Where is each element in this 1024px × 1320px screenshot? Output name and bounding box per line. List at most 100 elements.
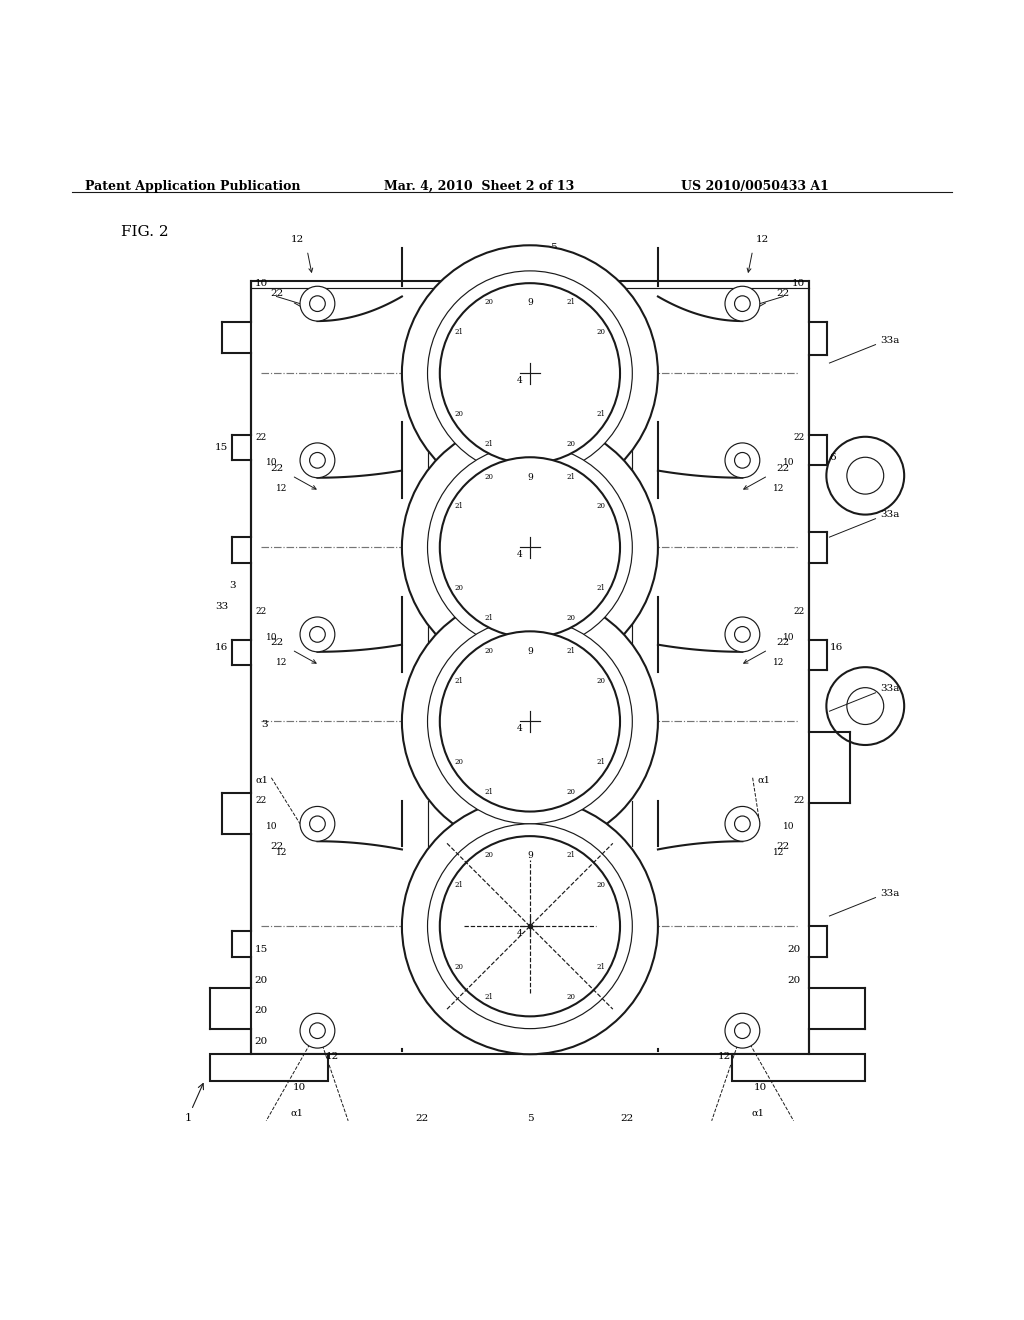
Text: Mar. 4, 2010  Sheet 2 of 13: Mar. 4, 2010 Sheet 2 of 13 xyxy=(384,180,574,193)
Text: 12: 12 xyxy=(757,235,769,244)
Text: 22: 22 xyxy=(270,638,283,647)
Text: 21: 21 xyxy=(596,411,605,418)
Text: 20: 20 xyxy=(484,298,494,306)
Text: 10: 10 xyxy=(782,822,795,832)
Text: 4: 4 xyxy=(517,929,522,939)
Text: 21: 21 xyxy=(566,473,575,480)
Text: 33a: 33a xyxy=(881,684,900,693)
Circle shape xyxy=(401,420,657,676)
Text: 16: 16 xyxy=(829,643,843,652)
Text: 22: 22 xyxy=(794,607,804,616)
Circle shape xyxy=(300,807,335,841)
Text: 20: 20 xyxy=(484,851,494,859)
Text: 22: 22 xyxy=(270,463,283,473)
Text: 12: 12 xyxy=(275,484,288,494)
Circle shape xyxy=(309,1023,326,1039)
Text: 20: 20 xyxy=(455,585,464,593)
Circle shape xyxy=(440,284,620,463)
Text: 20: 20 xyxy=(787,975,800,985)
Text: 33a: 33a xyxy=(881,888,900,898)
Text: 15: 15 xyxy=(215,444,228,451)
Text: 9: 9 xyxy=(527,298,532,308)
Text: 22: 22 xyxy=(777,842,790,851)
Text: 16: 16 xyxy=(215,643,228,652)
Text: 10: 10 xyxy=(782,458,795,467)
Text: α1: α1 xyxy=(291,1109,303,1118)
Text: US 2010/0050433 A1: US 2010/0050433 A1 xyxy=(681,180,828,193)
Text: 22: 22 xyxy=(256,607,266,616)
Circle shape xyxy=(401,246,657,502)
Bar xyxy=(210,1055,328,1081)
Text: 5: 5 xyxy=(537,243,557,277)
Text: 10: 10 xyxy=(255,280,267,288)
Text: 21: 21 xyxy=(566,298,575,306)
Text: 22: 22 xyxy=(777,289,790,298)
Text: 12: 12 xyxy=(772,484,784,494)
Text: 20: 20 xyxy=(596,677,605,685)
Text: 12: 12 xyxy=(327,1052,339,1061)
Text: α1: α1 xyxy=(758,776,771,785)
Text: 3: 3 xyxy=(261,719,267,729)
Text: 22: 22 xyxy=(270,289,283,298)
Text: 4: 4 xyxy=(517,725,522,733)
Text: 21: 21 xyxy=(455,677,464,685)
Circle shape xyxy=(725,807,760,841)
Text: 21: 21 xyxy=(484,614,494,622)
Text: 20: 20 xyxy=(596,503,605,511)
Bar xyxy=(497,281,563,296)
Text: 20: 20 xyxy=(787,945,800,954)
Text: 9: 9 xyxy=(527,851,532,861)
Text: FIG. 2: FIG. 2 xyxy=(121,224,169,239)
Text: 20: 20 xyxy=(455,759,464,767)
Text: 12: 12 xyxy=(291,235,303,244)
Circle shape xyxy=(428,445,632,649)
Text: 21: 21 xyxy=(455,882,464,890)
Text: α1: α1 xyxy=(256,776,269,785)
Text: 9: 9 xyxy=(527,647,532,656)
Text: 20: 20 xyxy=(484,473,494,480)
Text: 22: 22 xyxy=(777,463,790,473)
Circle shape xyxy=(734,816,751,832)
Text: 20: 20 xyxy=(566,614,575,622)
Text: 22: 22 xyxy=(270,842,283,851)
Circle shape xyxy=(847,688,884,725)
Text: 15: 15 xyxy=(255,945,267,954)
Text: 20: 20 xyxy=(255,975,267,985)
Text: 33a: 33a xyxy=(881,335,900,345)
Text: 10: 10 xyxy=(293,1084,305,1092)
Text: 22: 22 xyxy=(794,433,804,442)
Circle shape xyxy=(440,836,620,1016)
Circle shape xyxy=(826,667,904,744)
Text: 4: 4 xyxy=(517,550,522,560)
Circle shape xyxy=(734,1023,751,1039)
Circle shape xyxy=(401,799,657,1055)
Text: 22: 22 xyxy=(794,796,804,805)
Circle shape xyxy=(300,444,335,478)
Text: 22: 22 xyxy=(256,796,266,805)
Circle shape xyxy=(309,627,326,643)
Text: 20: 20 xyxy=(255,1006,267,1015)
Text: 20: 20 xyxy=(455,411,464,418)
Bar xyxy=(251,281,809,1055)
Text: 21: 21 xyxy=(566,851,575,859)
Text: 20: 20 xyxy=(566,440,575,447)
Text: 10: 10 xyxy=(265,632,278,642)
Text: 10: 10 xyxy=(782,632,795,642)
Circle shape xyxy=(847,457,884,494)
Circle shape xyxy=(309,816,326,832)
Circle shape xyxy=(300,286,335,321)
Text: 20: 20 xyxy=(484,647,494,655)
Circle shape xyxy=(734,453,751,469)
Text: 33: 33 xyxy=(215,602,228,611)
Text: α1: α1 xyxy=(752,1109,764,1118)
Text: 21: 21 xyxy=(596,759,605,767)
Text: 22: 22 xyxy=(416,1114,429,1123)
Text: 20: 20 xyxy=(455,964,464,972)
Circle shape xyxy=(440,457,620,638)
Text: 3: 3 xyxy=(229,581,236,590)
Text: 12: 12 xyxy=(772,659,784,667)
Circle shape xyxy=(428,619,632,824)
Circle shape xyxy=(734,296,751,312)
Text: 21: 21 xyxy=(455,503,464,511)
Circle shape xyxy=(725,1014,760,1048)
